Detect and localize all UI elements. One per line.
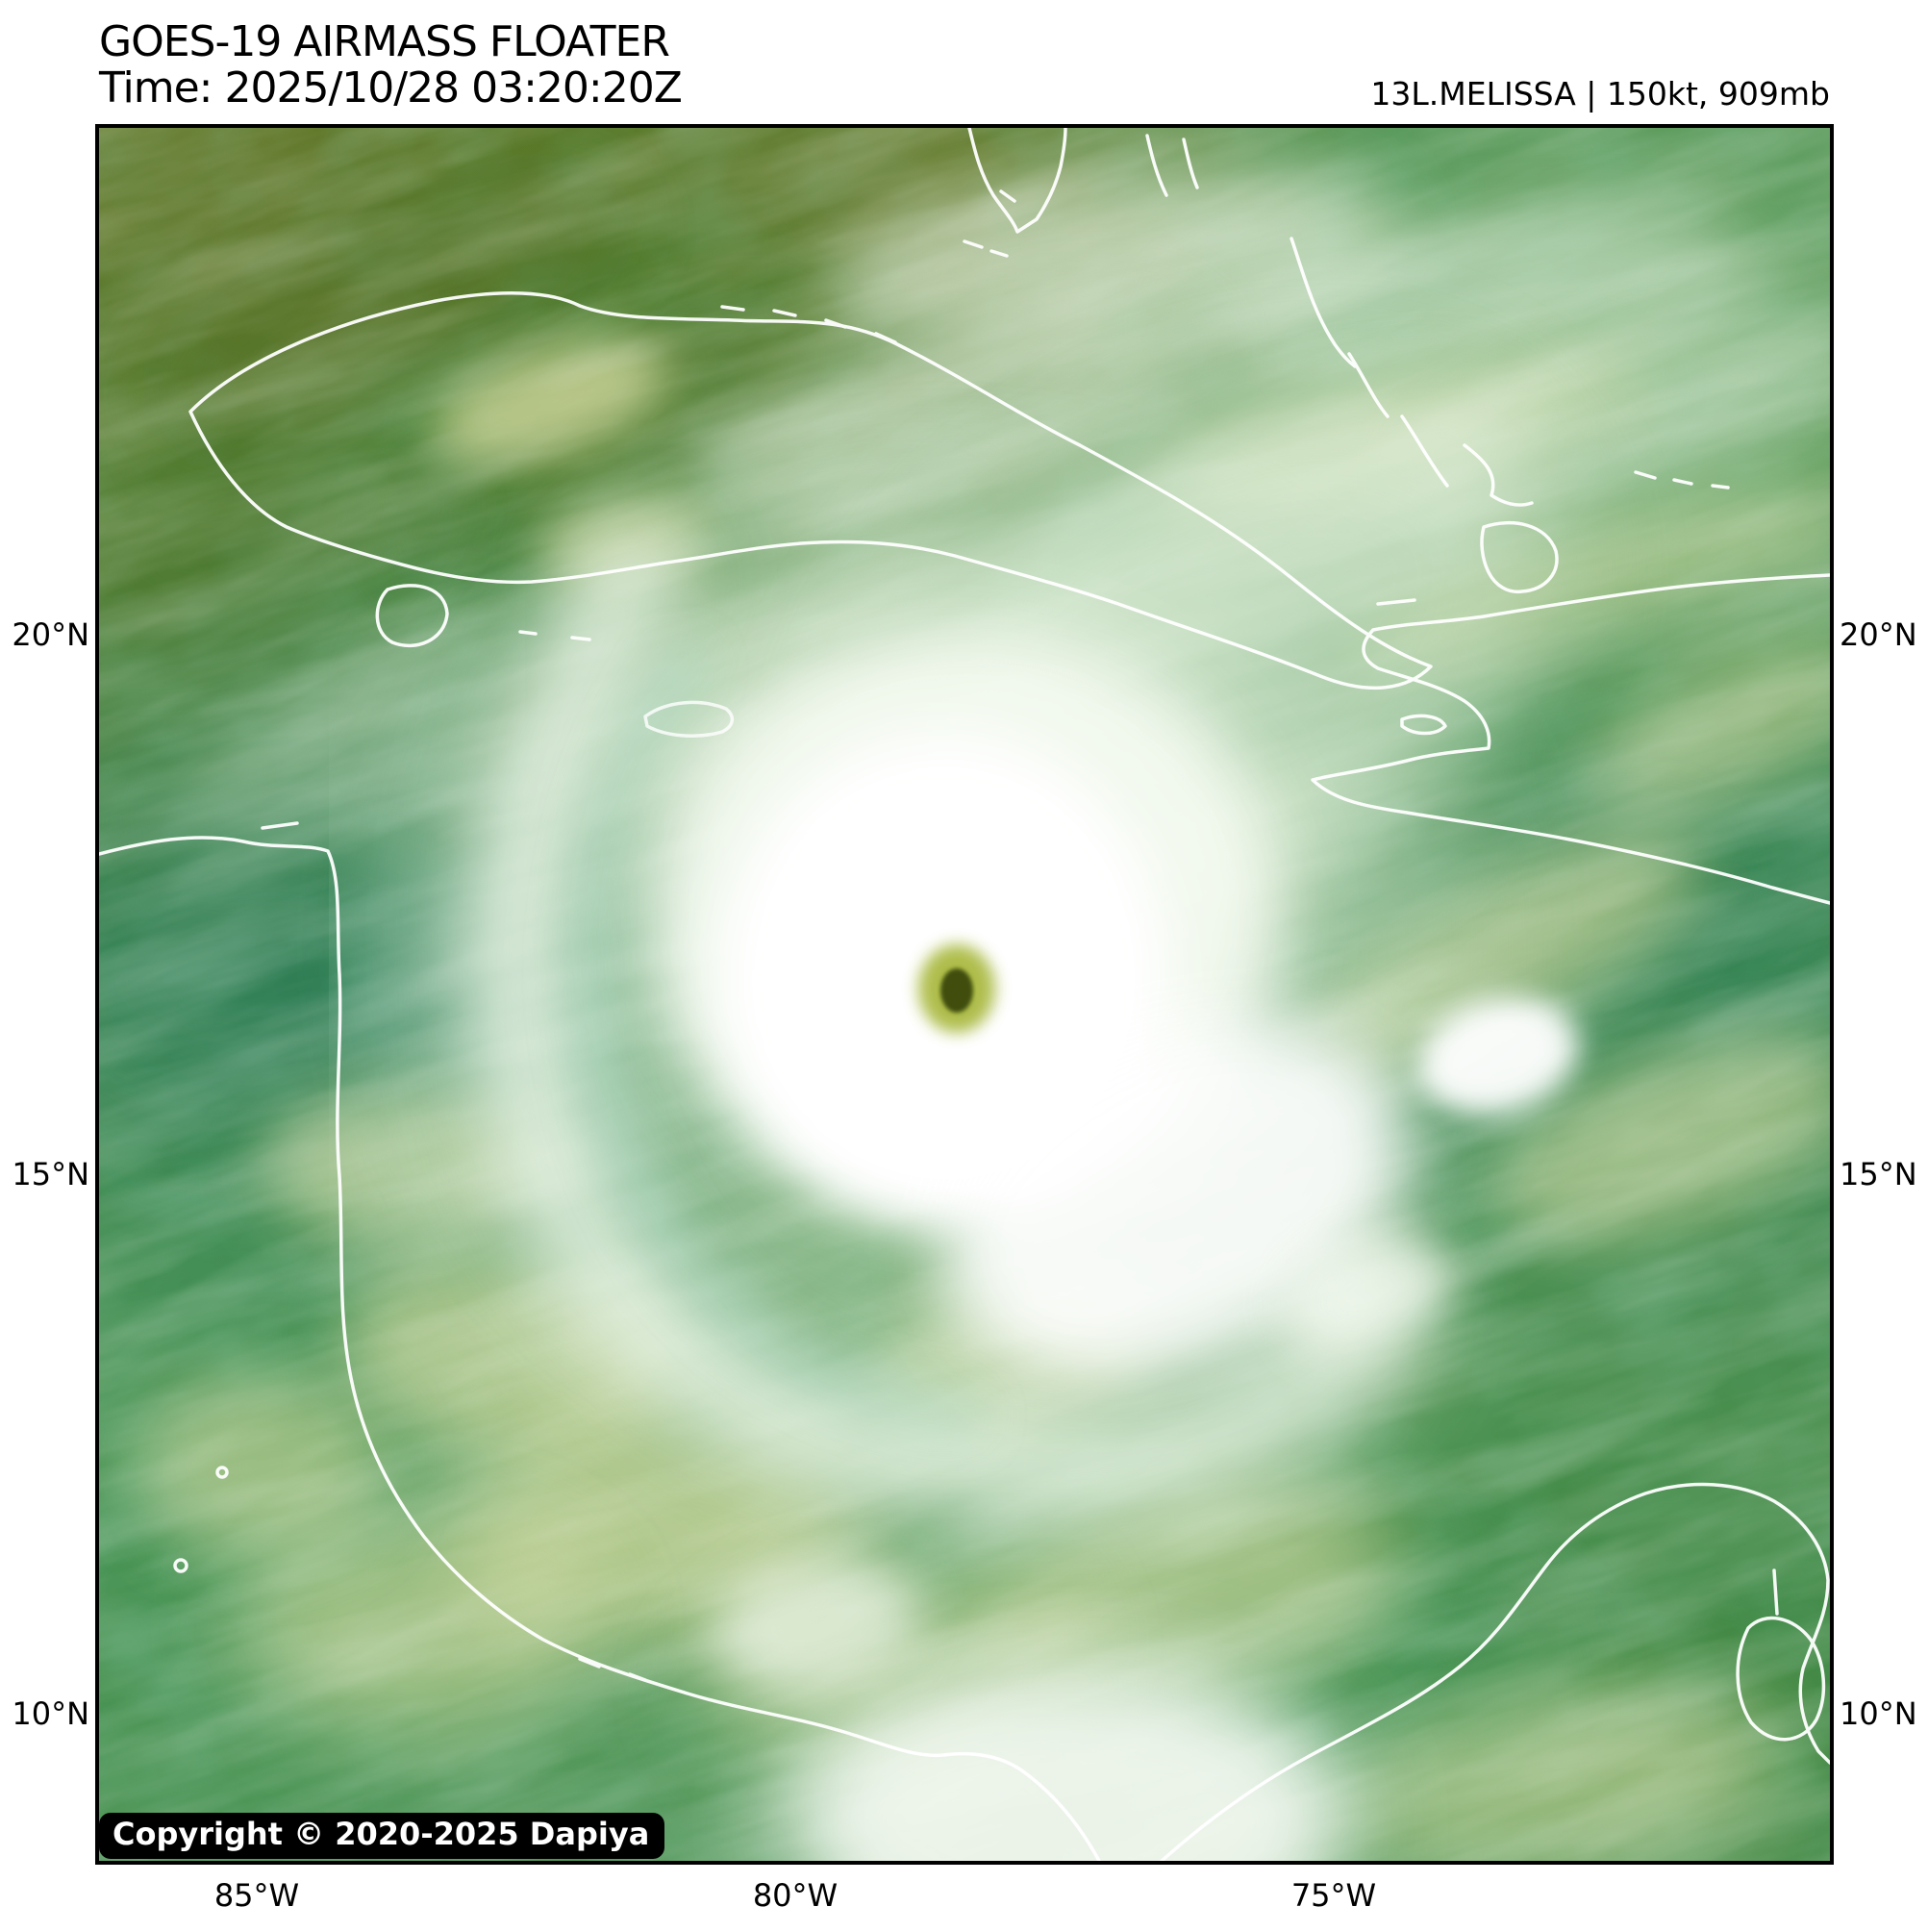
lon-label-75w: 75°W [1290,1877,1377,1914]
lat-label-left-10n: 10°N [12,1695,89,1732]
lat-label-right-20n: 20°N [1840,616,1917,653]
satellite-map: Copyright © 2020-2025 Dapiya [95,124,1834,1865]
hurricane-eye [918,944,995,1033]
lon-label-80w: 80°W [752,1877,839,1914]
storm-info: 13L.MELISSA | 150kt, 909mb [1370,75,1830,113]
lat-label-left-15n: 15°N [12,1156,89,1192]
satellite-image [99,128,1830,1861]
copyright-badge: Copyright © 2020-2025 Dapiya [99,1813,665,1859]
lon-label-85w: 85°W [213,1877,300,1914]
coastlines [99,128,1830,1861]
time-label: Time: 2025/10/28 03:20:20Z [99,63,683,113]
lat-label-right-15n: 15°N [1840,1156,1917,1192]
product-title: GOES-19 AIRMASS FLOATER [99,17,670,66]
lat-label-left-20n: 20°N [12,616,89,653]
lat-label-right-10n: 10°N [1840,1695,1917,1732]
